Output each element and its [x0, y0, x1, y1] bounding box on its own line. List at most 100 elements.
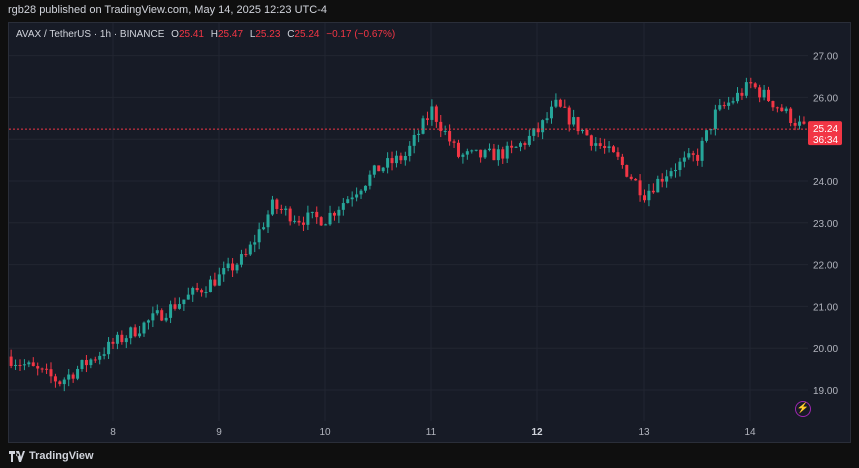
candle-down [279, 208, 283, 210]
candle-down [315, 211, 319, 218]
candle-up [665, 176, 669, 182]
candle-down [71, 374, 75, 379]
candle-down [120, 334, 124, 343]
y-tick-label: 22.00 [813, 261, 838, 272]
candle-down [567, 107, 571, 125]
y-tick-label: 24.00 [813, 177, 838, 188]
low-label: L [249, 29, 256, 40]
candle-up [186, 294, 190, 300]
candle-up [177, 304, 181, 309]
candle-down [589, 135, 593, 146]
candle-down [789, 108, 793, 124]
candle-down [620, 156, 624, 166]
candle-down [231, 263, 235, 271]
candle-up [341, 203, 345, 210]
candle-down [9, 356, 13, 366]
candle-up [155, 310, 159, 314]
candle-up [532, 128, 536, 136]
candle-up [381, 167, 385, 172]
price-tag-value: 25.24 [813, 124, 838, 135]
candle-up [372, 165, 376, 175]
candle-down [625, 165, 629, 177]
candle-down [58, 381, 62, 385]
candle-up [284, 208, 288, 210]
candle-up [89, 359, 93, 366]
candle-up [328, 212, 332, 225]
publish-info: rgb28 published on TradingView.com, May … [8, 4, 327, 16]
candle-up [337, 209, 341, 216]
candle-down [200, 290, 204, 293]
candle-up [270, 199, 274, 215]
candle-up [368, 174, 372, 186]
y-tick-label: 19.00 [813, 386, 838, 397]
candle-down [36, 366, 40, 369]
chart-legend: AVAX / TetherUS · 1h · BINANCE O25.41 H2… [16, 29, 399, 40]
candle-down [558, 99, 562, 107]
candle-down [611, 146, 615, 153]
candle-down [629, 176, 633, 179]
candle-up [487, 148, 491, 151]
candle-up [682, 157, 686, 162]
candle-down [297, 220, 301, 223]
candle-down [643, 195, 646, 201]
candle-down [133, 327, 137, 337]
candle-up [310, 211, 314, 213]
candle-up [669, 171, 673, 177]
candle-up [527, 135, 531, 145]
candle-up [549, 106, 553, 119]
candle-up [580, 129, 584, 132]
candle-down [634, 178, 638, 181]
x-tick-label: 11 [426, 427, 437, 438]
candle-down [439, 121, 443, 132]
lightning-icon[interactable]: ⚡ [795, 401, 811, 417]
candle-down [84, 359, 88, 366]
candle-up [518, 143, 522, 147]
x-tick-label: 8 [110, 427, 116, 438]
candle-up [798, 121, 802, 126]
candle-up [705, 130, 709, 141]
candle-up [762, 89, 766, 98]
candle-up [727, 102, 731, 106]
symbol-label[interactable]: AVAX / TetherUS · 1h · BINANCE [16, 29, 165, 40]
candle-down [377, 165, 381, 172]
candle-down [173, 304, 177, 309]
candle-up [306, 212, 310, 225]
candle-up [656, 178, 660, 193]
candle-up [430, 106, 434, 120]
close-value: 25.24 [294, 29, 320, 40]
chart-frame[interactable] [8, 22, 851, 443]
candle-up [138, 333, 142, 337]
candle-up [607, 146, 611, 148]
candle-up [191, 288, 195, 295]
candle-up [98, 355, 102, 360]
candle-up [394, 155, 398, 164]
candle-up [151, 313, 155, 321]
candle-down [456, 142, 460, 157]
candle-up [62, 379, 66, 385]
candle-up [386, 158, 390, 168]
candle-up [350, 197, 354, 200]
candle-down [288, 208, 292, 222]
candle-down [793, 123, 797, 126]
candle-down [301, 222, 305, 225]
x-tick-label: 9 [216, 427, 222, 438]
candle-up [541, 120, 545, 133]
candle-down [319, 217, 323, 226]
candle-up [744, 82, 748, 96]
candle-up [262, 227, 266, 230]
candle-down [660, 178, 664, 182]
candle-up [417, 133, 421, 135]
y-tick-label: 20.00 [813, 344, 838, 355]
candle-up [465, 151, 469, 155]
candle-up [363, 185, 367, 191]
candle-up [208, 279, 212, 293]
candle-down [45, 368, 49, 370]
candle-down [213, 279, 217, 286]
candle-up [678, 161, 682, 170]
candle-up [674, 169, 678, 172]
candle-down [696, 154, 700, 161]
candle-down [722, 105, 726, 107]
candle-up [266, 214, 270, 228]
tradingview-logo[interactable]: TradingView [9, 450, 94, 462]
